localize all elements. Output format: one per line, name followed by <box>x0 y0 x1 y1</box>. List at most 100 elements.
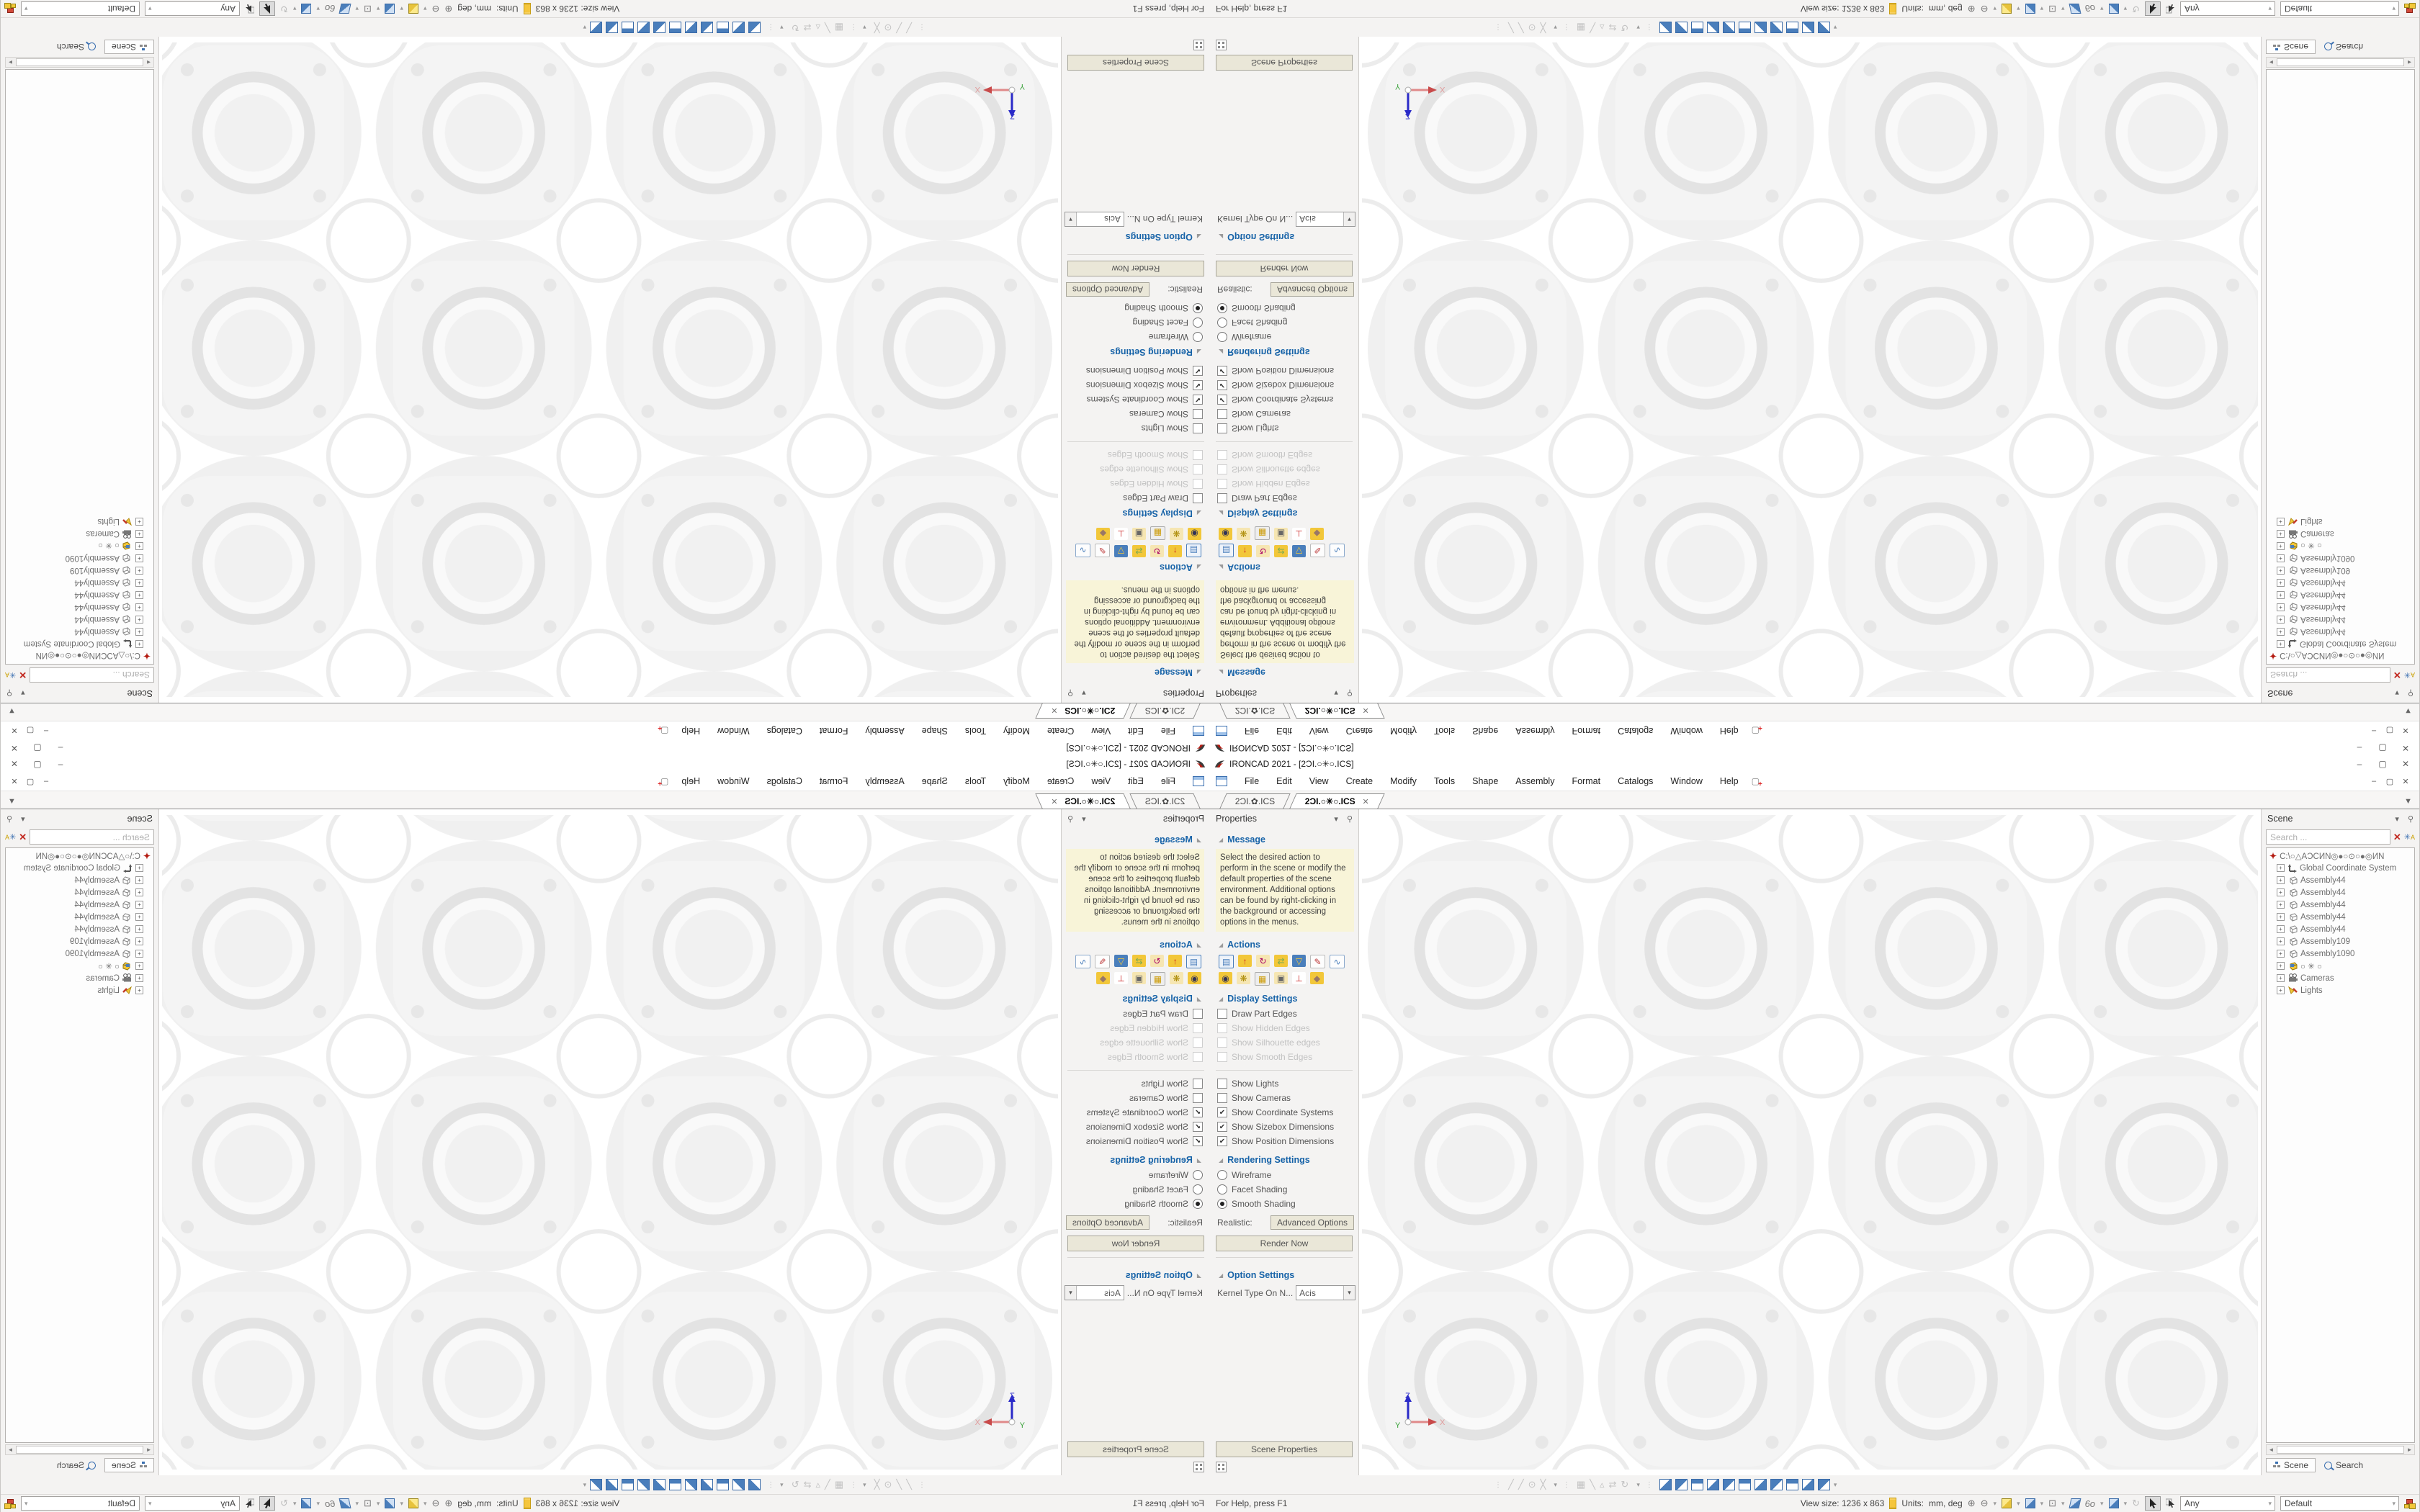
display-mode-cube-icon[interactable] <box>301 1498 312 1508</box>
child-close-button[interactable]: ✕ <box>11 777 18 786</box>
checkbox-checked[interactable]: ✔ <box>1217 1136 1227 1146</box>
scroll-right-icon[interactable]: ► <box>7 1446 14 1453</box>
shaded-wedge-icon[interactable] <box>2069 4 2081 14</box>
checkbox-checked[interactable]: ✔ <box>1193 395 1203 405</box>
menu-window[interactable]: Window <box>717 726 750 736</box>
checkbox-checked[interactable]: ✔ <box>1217 380 1227 390</box>
menu-file[interactable]: File <box>1245 776 1260 786</box>
document-tab-active[interactable]: 2ƆI.○✳○.ICS ✕ <box>1034 703 1131 719</box>
panel-pin-icon[interactable]: ⚲ <box>6 814 13 824</box>
search-clear-icon[interactable]: ✕ <box>19 831 27 842</box>
dropdown-icon[interactable]: ▾ <box>355 1499 359 1507</box>
section-actions[interactable]: ◢ Actions <box>1219 940 1351 950</box>
section-message[interactable]: ◢ Message <box>1069 834 1201 845</box>
view-cube-right-icon[interactable] <box>669 1479 682 1490</box>
new-window-icon[interactable]: ▢ <box>656 726 668 736</box>
render-now-button[interactable]: Render Now <box>1067 261 1204 276</box>
tree-expander-icon[interactable]: + <box>2277 901 2285 909</box>
zoom-out-icon[interactable]: ⊖ <box>1980 1498 1989 1508</box>
checkbox-show-cameras[interactable]: Show Cameras <box>1065 409 1203 419</box>
tree-item-cameras[interactable]: + Cameras <box>2267 972 2414 984</box>
checkbox-show-sizebox-dimensions[interactable]: ✔ Show Sizebox Dimensions <box>1217 1122 1355 1132</box>
document-tab-active[interactable]: 2ƆI.○✳○.ICS ✕ <box>1289 793 1386 809</box>
tree-item-assembly[interactable]: + Assembly44 <box>2267 899 2414 911</box>
radio[interactable] <box>1193 332 1203 342</box>
view-cube-left-icon[interactable] <box>1722 22 1735 33</box>
tree-expander-icon[interactable]: + <box>2277 888 2285 896</box>
scroll-left-icon[interactable]: ◄ <box>145 1446 152 1453</box>
panel-menu-dropdown-icon[interactable]: ▾ <box>1082 814 1086 824</box>
scene-properties-action-icon[interactable]: ▤ <box>1186 955 1201 968</box>
tree-expander-icon[interactable]: + <box>2277 530 2285 538</box>
checkbox-show-position-dimensions[interactable]: ✔ Show Position Dimensions <box>1065 366 1203 376</box>
toolbar-grip[interactable]: ⋮ <box>1494 1480 1502 1489</box>
view-cube-left-icon[interactable] <box>685 22 698 33</box>
section-rendering-settings[interactable]: ◢ Rendering Settings <box>1219 1155 1351 1165</box>
checkbox-draw-part-edges[interactable]: Draw Part Edges <box>1065 493 1203 503</box>
view-cube-bottom-icon[interactable] <box>701 22 714 33</box>
tree-item-assembly[interactable]: + Assembly44 <box>6 874 153 886</box>
minimize-button[interactable]: – <box>58 743 63 753</box>
section-message[interactable]: ◢ Message <box>1219 667 1351 678</box>
checkbox-show-position-dimensions[interactable]: ✔ Show Position Dimensions <box>1065 1136 1203 1146</box>
radio-wireframe[interactable]: Wireframe <box>1217 1170 1355 1180</box>
tree-expander-icon[interactable]: + <box>2277 567 2285 575</box>
funnel-action-icon[interactable]: ▽ <box>1292 955 1306 967</box>
combobox-dropdown-icon[interactable]: ▾ <box>148 1499 152 1507</box>
checkbox-checked[interactable]: ✔ <box>1193 380 1203 390</box>
combobox-dropdown-icon[interactable]: ▾ <box>2392 5 2396 13</box>
tree-expander-icon[interactable]: + <box>135 974 143 982</box>
dropdown-icon[interactable]: ▾ <box>583 24 587 32</box>
checkbox-show-lights[interactable]: Show Lights <box>1065 1079 1203 1089</box>
scrollbar-thumb[interactable] <box>16 58 143 66</box>
kernel-type-combobox[interactable]: Acis ▾ <box>1296 212 1355 227</box>
dropdown-icon[interactable]: ▾ <box>400 5 403 13</box>
gears-action-icon[interactable]: ❋ <box>1170 528 1183 540</box>
scene-properties-button[interactable]: Scene Properties <box>1216 1441 1353 1457</box>
ruler-icon[interactable] <box>1889 1498 1897 1509</box>
tab-scene[interactable]: Scene <box>2266 40 2316 54</box>
view-cube-iso3-icon[interactable] <box>1785 1479 1798 1490</box>
document-tab-inactive[interactable]: 2ƆI.✿.ICS <box>1129 703 1201 719</box>
radio-facet-shading[interactable]: Facet Shading <box>1217 1184 1355 1194</box>
minimize-button[interactable]: – <box>58 759 63 769</box>
tree-item-lights[interactable]: + Lights <box>2267 516 2414 528</box>
combobox-dropdown-icon[interactable]: ▾ <box>1065 1286 1077 1300</box>
tree-expander-icon[interactable]: + <box>2277 640 2285 648</box>
zoom-out-icon[interactable]: ⊖ <box>431 4 440 14</box>
section-option-settings[interactable]: ◢ Option Settings <box>1069 232 1201 242</box>
checkbox[interactable] <box>1217 493 1227 503</box>
tree-expander-icon[interactable]: + <box>2277 974 2285 982</box>
dropdown-icon[interactable]: ▾ <box>780 24 784 32</box>
menu-modify[interactable]: Modify <box>1390 726 1417 736</box>
search-clear-icon[interactable]: ✕ <box>2393 670 2401 681</box>
child-restore-button[interactable]: ▢ <box>2385 726 2394 735</box>
display-mode-cube-icon[interactable] <box>301 4 312 14</box>
panel-dock-grid-icon[interactable] <box>1216 40 1227 50</box>
tab-search[interactable]: Search <box>50 1458 103 1472</box>
checkbox-show-position-dimensions[interactable]: ✔ Show Position Dimensions <box>1217 366 1355 376</box>
view-cube-left-icon[interactable] <box>685 1479 698 1490</box>
select-cursor-icon-active[interactable] <box>2145 1 2161 16</box>
graph-action-icon[interactable]: ∿ <box>1075 544 1090 557</box>
tree-expander-icon[interactable]: + <box>2277 962 2285 970</box>
tree-expander-icon[interactable]: + <box>135 986 143 994</box>
view-cube-iso3-icon[interactable] <box>622 1479 635 1490</box>
shaded-wedge-icon[interactable] <box>2069 1498 2081 1508</box>
checkbox-show-coordinate-systems[interactable]: ✔ Show Coordinate Systems <box>1217 395 1355 405</box>
checkbox-checked[interactable]: ✔ <box>1193 366 1203 376</box>
tree-expander-icon[interactable]: + <box>135 603 143 611</box>
dropdown-icon[interactable]: ▾ <box>1636 1480 1640 1488</box>
tree-expander-icon[interactable]: + <box>2277 876 2285 884</box>
menu-catalogs[interactable]: Catalogs <box>766 726 802 736</box>
toolbar-grip[interactable]: ⋮ <box>1562 1480 1571 1489</box>
radio-wireframe[interactable]: Wireframe <box>1065 1170 1203 1180</box>
scene-search-input[interactable]: Search ... <box>30 667 154 683</box>
select-box-cursor-icon[interactable] <box>245 1498 255 1510</box>
checkbox[interactable] <box>1217 1093 1227 1103</box>
view-cube-back-icon[interactable] <box>1675 1479 1688 1490</box>
view-cube-right-icon[interactable] <box>669 22 682 33</box>
toolbar-grip[interactable]: ⋮ <box>1562 23 1571 32</box>
tree-item-assembly[interactable]: + Assembly44 <box>6 626 153 638</box>
menu-format[interactable]: Format <box>819 726 848 736</box>
